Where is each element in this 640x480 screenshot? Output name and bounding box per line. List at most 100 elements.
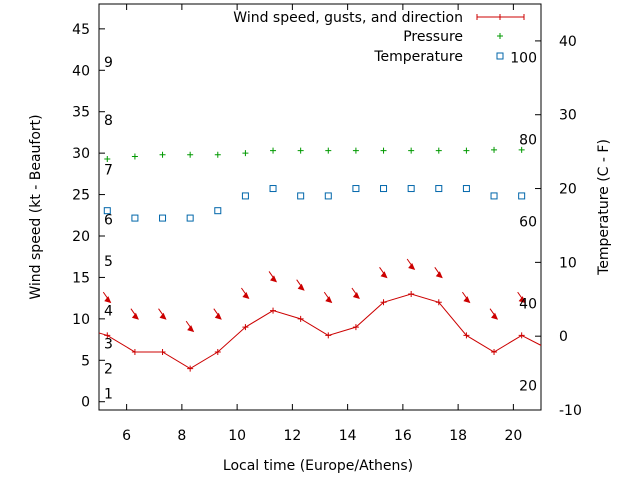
wind-speed-point [187, 365, 194, 372]
pressure-point [159, 151, 166, 158]
wind-speed-point [297, 315, 304, 322]
wind-speed-point [463, 332, 470, 339]
temperature-point [518, 192, 526, 200]
wind-direction-arrow [213, 308, 222, 320]
x-tick-label: 12 [283, 428, 301, 444]
wind-direction-arrow [130, 308, 139, 320]
wind-direction-arrow [379, 266, 388, 279]
temperature-point [159, 214, 167, 222]
temperature-point [324, 192, 332, 200]
y-left-tick-label: 10 [72, 312, 90, 328]
pressure-point [325, 147, 332, 154]
temperature-point [103, 207, 111, 215]
wind-speed-point [518, 332, 525, 339]
wind-speed-point [104, 332, 111, 339]
fahrenheit-label: 60 [519, 214, 537, 230]
pressure-point [214, 151, 221, 158]
wind-speed-point [159, 349, 166, 355]
x-tick-label: 18 [449, 428, 467, 444]
temperature-point [352, 185, 360, 193]
x-tick-label: 20 [504, 428, 522, 444]
beaufort-label: 5 [104, 254, 113, 270]
wind-speed-point [131, 349, 138, 355]
x-tick-label: 8 [177, 428, 186, 444]
beaufort-label: 2 [104, 362, 113, 378]
pressure-point [408, 147, 415, 154]
fahrenheit-label: 100 [510, 50, 537, 66]
temperature-point [214, 207, 222, 215]
pressure-point [352, 147, 359, 154]
wind-direction-arrow [241, 287, 250, 299]
wind-speed-point [270, 307, 277, 314]
y-left-tick-label: 25 [72, 188, 90, 204]
ticks-layer [99, 4, 541, 411]
y-left-tick-label: 20 [72, 229, 90, 245]
wind-direction-arrow [462, 291, 471, 304]
beaufort-label: 3 [104, 337, 113, 353]
temperature-point [462, 185, 470, 193]
y-left-tick-label: 30 [72, 146, 90, 162]
legend-swatch-temperature [496, 52, 504, 60]
temperature-point [131, 214, 139, 222]
wind-direction-arrow [517, 291, 526, 304]
pressure-point [435, 147, 442, 154]
pressure-point [491, 146, 498, 153]
x-tick-label: 14 [339, 428, 357, 444]
x-axis-label: Local time (Europe/Athens) [223, 458, 413, 474]
beaufort-label: 4 [104, 304, 113, 320]
y-left-tick-label: 15 [72, 270, 90, 286]
legend-label-temperature: Temperature [373, 49, 463, 65]
y-axis-label-right: Temperature (C - F) [596, 139, 612, 276]
beaufort-label: 8 [104, 113, 113, 129]
beaufort-label: 1 [104, 386, 113, 402]
wind-direction-arrow [323, 291, 333, 304]
y-right-tick-label: 0 [559, 329, 568, 345]
wind-direction-arrow [406, 258, 416, 270]
y-left-tick-label: 45 [72, 22, 90, 38]
temperature-point [407, 185, 415, 193]
wind-speed-point [242, 324, 249, 331]
legend: Wind speed, gusts, and direction Pressur… [233, 10, 525, 65]
legend-label-pressure: Pressure [403, 29, 463, 45]
legend-swatch-wind-marker [497, 14, 503, 20]
y-right-tick-label: 30 [559, 108, 577, 124]
legend-label-wind: Wind speed, gusts, and direction [233, 10, 463, 26]
wind-speed-point [491, 349, 498, 355]
legend-swatch-pressure [497, 33, 503, 39]
pressure-point [131, 153, 138, 160]
x-tick-label: 16 [394, 428, 412, 444]
plot-frame [98, 3, 542, 411]
wind-direction-arrow [158, 308, 167, 320]
temperature-point [186, 214, 194, 222]
y-left-tick-label: 0 [81, 395, 90, 411]
wind-speed-point [408, 291, 415, 297]
y-left-tick-label: 40 [72, 63, 90, 79]
pressure-point [270, 147, 277, 154]
wind-direction-arrow [102, 291, 112, 304]
wind-speed-point [380, 299, 387, 306]
y-left-tick-label: 5 [81, 353, 90, 369]
pressure-point [380, 147, 387, 154]
beaufort-label: 9 [104, 55, 113, 71]
y-left-tick-label: 35 [72, 105, 90, 121]
wind-speed-point [352, 324, 359, 331]
wind-speed-point [325, 332, 332, 339]
x-tick-label: 6 [122, 428, 131, 444]
wind-direction-arrow [434, 266, 443, 279]
wind-speed-point [435, 299, 442, 306]
pressure-point [518, 146, 525, 153]
temperature-point [269, 185, 277, 193]
wind-direction-arrow [268, 271, 278, 283]
wind-direction-arrow [489, 308, 499, 320]
wind-speed-point [214, 349, 221, 355]
y-right-tick-label: -10 [559, 403, 582, 419]
temperature-point [380, 185, 388, 193]
temperature-point [297, 192, 305, 200]
temperature-point [490, 192, 498, 200]
data-layer [98, 146, 542, 372]
wind-direction-arrow [351, 287, 360, 299]
y-right-tick-label: 40 [559, 34, 577, 50]
fahrenheit-label: 20 [519, 378, 537, 394]
